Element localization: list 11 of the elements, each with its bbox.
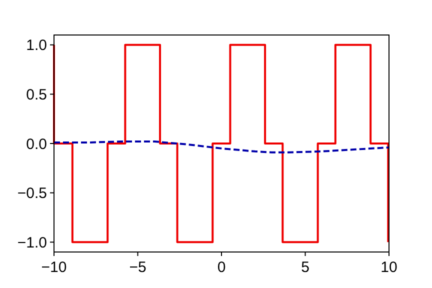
x-tick-label: 5: [301, 259, 310, 276]
x-tick-label: −10: [41, 259, 67, 276]
y-tick-label: 0.5: [26, 86, 47, 104]
x-tick-label: 10: [380, 259, 398, 276]
x-tick-label: 0: [217, 259, 226, 276]
y-tick-label: −0.5: [17, 185, 47, 202]
y-tick-label: −1.0: [17, 234, 47, 252]
y-tick-label: 1.0: [26, 37, 47, 54]
y-tick-label: 0.0: [26, 136, 47, 153]
line-series: [53, 140, 390, 154]
x-tick-label: −5: [129, 259, 146, 276]
